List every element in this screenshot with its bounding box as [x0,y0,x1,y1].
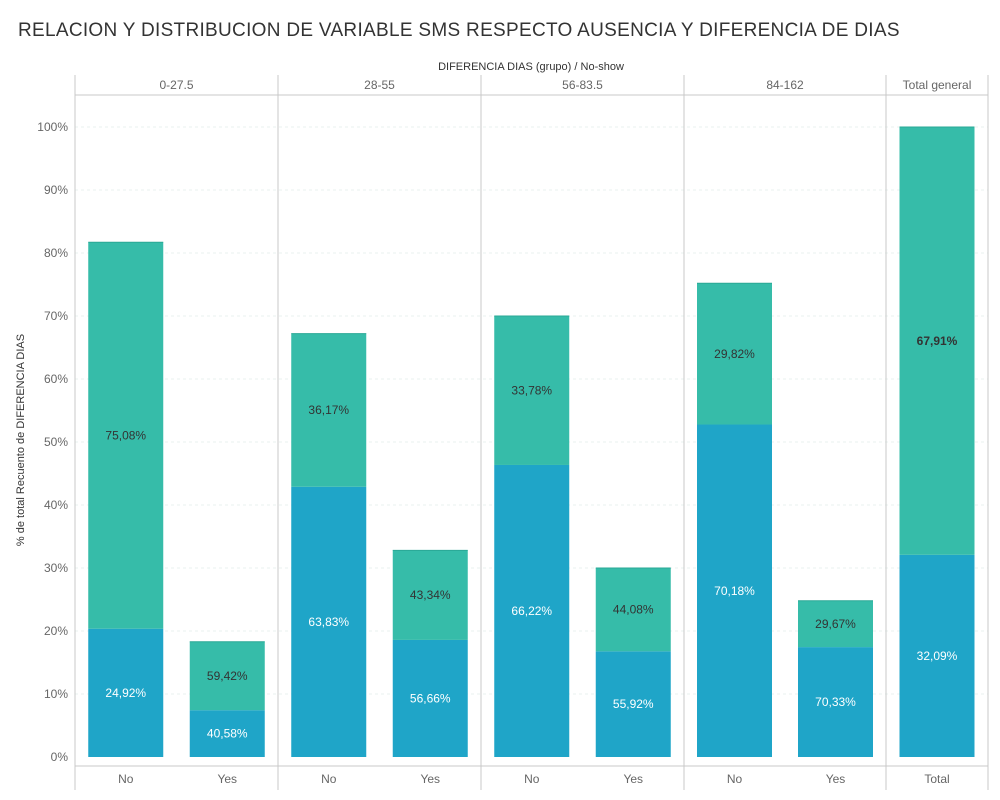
bar-segment-bottom [189,710,265,757]
data-label-top: 33,78% [511,383,552,397]
bar-segment-top [899,127,975,555]
x-category-label: Yes [826,772,846,786]
bar-segment-top [697,283,772,425]
data-label-top: 29,82% [714,347,755,361]
bar-segment-top [798,600,873,648]
x-category-label: No [118,772,134,786]
y-tick-label: 10% [44,687,68,701]
group-header-label: 0-27.5 [159,78,193,92]
x-category-label: Yes [420,772,440,786]
column-header-title: DIFERENCIA DIAS (grupo) / No-show [438,61,624,73]
y-tick-label: 90% [44,183,68,197]
bar-segment-bottom [392,639,468,757]
bar-segment-bottom [798,647,873,757]
data-label-bottom: 70,18% [714,584,755,598]
chart-title: RELACION Y DISTRIBUCION DE VARIABLE SMS … [18,20,900,41]
group-header-label: 28-55 [364,78,395,92]
group-header-label: 56-83.5 [562,78,603,92]
group-header-label: Total general [903,78,972,92]
bar-segment-top [392,550,468,640]
data-label-top: 75,08% [105,429,146,443]
bar-segment-top [88,242,164,629]
data-label-bottom: 32,09% [917,649,958,663]
x-category-label: Total [924,772,949,786]
x-category-label: No [727,772,743,786]
data-label-bottom: 24,92% [105,686,146,700]
bar-segment-top [189,641,265,711]
y-tick-label: 70% [44,309,68,323]
x-category-label: No [321,772,337,786]
bar-segment-bottom [291,486,367,757]
y-tick-label: 40% [44,498,68,512]
bar-segment-bottom [697,424,772,757]
data-label-top: 29,67% [815,617,856,631]
data-label-bottom: 70,33% [815,695,856,709]
data-label-top: 67,91% [917,334,958,348]
y-tick-label: 80% [44,246,68,260]
data-label-bottom: 66,22% [511,604,552,618]
x-category-label: No [524,772,540,786]
data-label-bottom: 55,92% [613,697,654,711]
y-tick-label: 60% [44,372,68,386]
x-category-label: Yes [217,772,237,786]
bar-segment-bottom [899,554,975,757]
bar-segment-top [291,333,367,487]
y-tick-label: 50% [44,435,68,449]
bar-segment-bottom [88,628,164,757]
data-label-top: 36,17% [308,403,349,417]
data-label-top: 44,08% [613,603,654,617]
bar-segment-top [494,316,570,465]
y-tick-label: 20% [44,624,68,638]
y-tick-label: 100% [37,120,68,134]
data-label-bottom: 40,58% [207,727,248,741]
y-tick-label: 0% [51,750,69,764]
y-tick-label: 30% [44,561,68,575]
bar-segment-top [595,568,671,652]
data-label-bottom: 56,66% [410,691,451,705]
bar-segment-bottom [494,464,570,757]
group-header-label: 84-162 [766,78,804,92]
bar-segment-bottom [595,651,671,757]
data-label-bottom: 63,83% [308,615,349,629]
data-label-top: 43,34% [410,588,451,602]
data-label-top: 59,42% [207,669,248,683]
x-category-label: Yes [623,772,643,786]
